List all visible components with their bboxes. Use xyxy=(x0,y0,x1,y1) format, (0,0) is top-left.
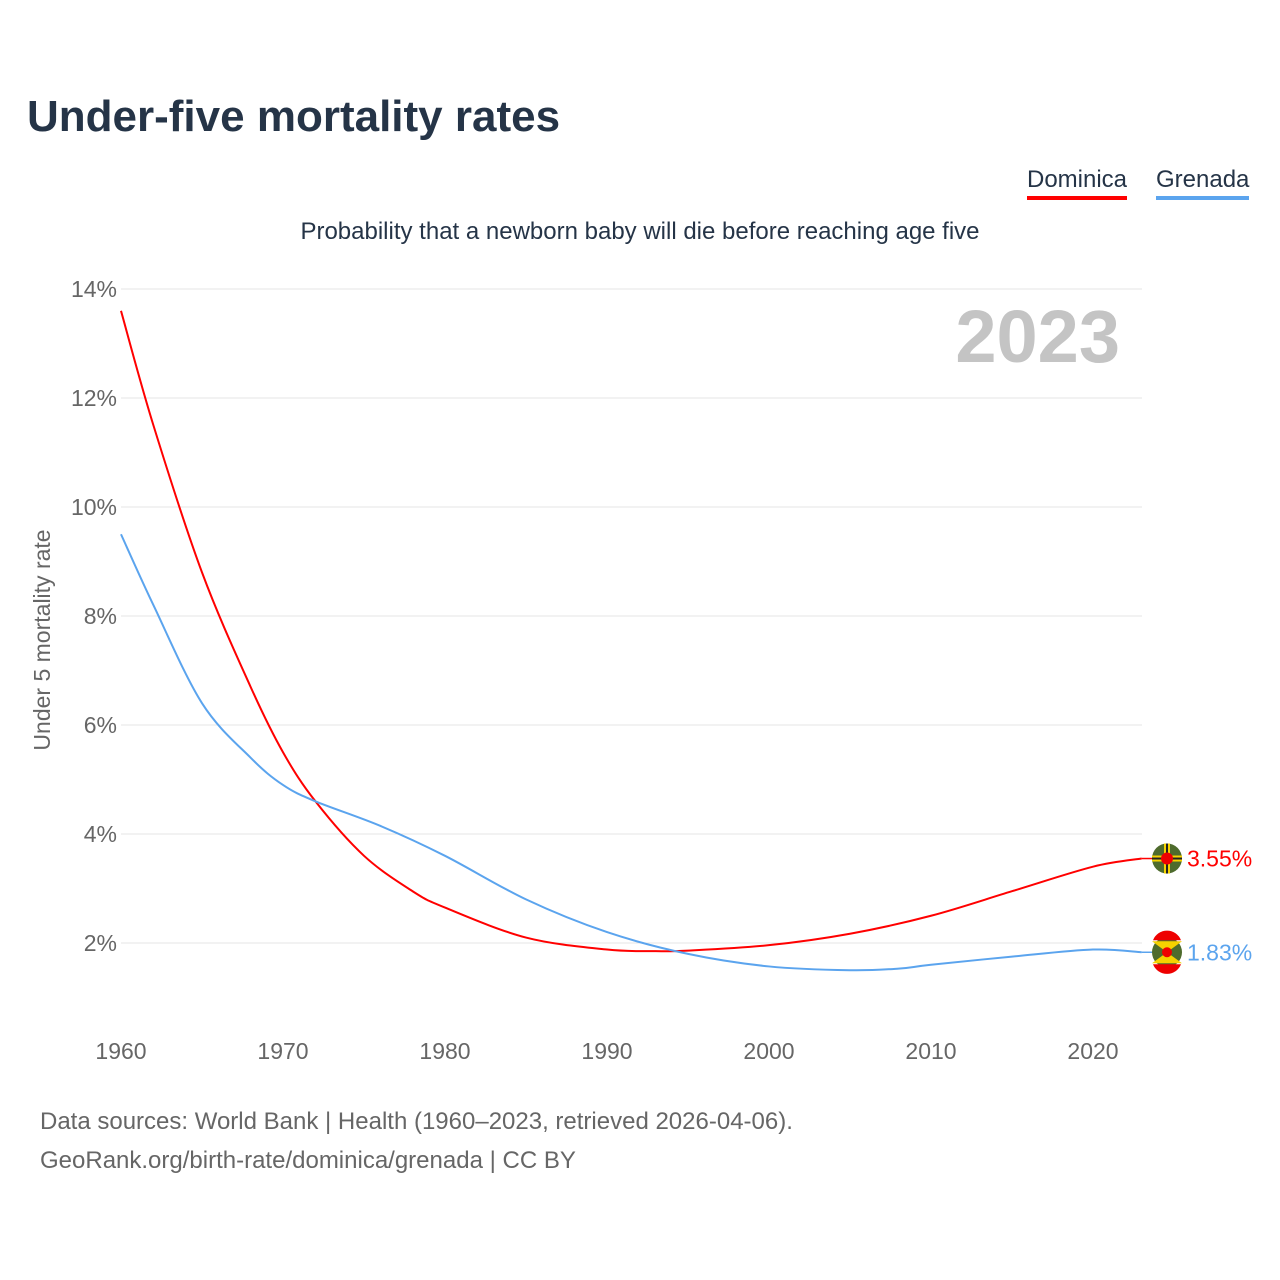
x-tick-label: 1960 xyxy=(95,1038,146,1064)
y-tick-label: 2% xyxy=(84,930,117,956)
x-tick-label: 2000 xyxy=(743,1038,794,1064)
y-tick-label: 10% xyxy=(71,494,117,520)
end-value-label: 1.83% xyxy=(1187,939,1252,965)
source-line-2[interactable]: GeoRank.org/birth-rate/dominica/grenada … xyxy=(40,1147,576,1174)
x-tick-label: 1970 xyxy=(257,1038,308,1064)
y-axis-label: Under 5 mortality rate xyxy=(29,529,55,750)
source-line-1: Data sources: World Bank | Health (1960–… xyxy=(40,1108,793,1135)
x-tick-label: 1990 xyxy=(581,1038,632,1064)
x-tick-label: 2020 xyxy=(1067,1038,1118,1064)
x-tick-label: 2010 xyxy=(905,1038,956,1064)
flag-icon-dominica xyxy=(1152,843,1182,874)
flag-icon-grenada xyxy=(1152,930,1182,974)
series-line-grenada xyxy=(120,533,1142,972)
series-line-dominica xyxy=(120,310,1142,953)
legend-dominica[interactable]: Dominica xyxy=(1027,166,1128,200)
y-tick-label: 12% xyxy=(71,385,117,411)
y-tick-label: 4% xyxy=(84,821,117,847)
legend-grenada[interactable]: Grenada xyxy=(1156,166,1250,200)
y-tick-label: 8% xyxy=(84,603,117,629)
y-tick-label: 14% xyxy=(71,276,117,302)
chart-subtitle: Probability that a newborn baby will die… xyxy=(300,218,980,245)
y-tick-label: 6% xyxy=(84,712,117,738)
end-value-label: 3.55% xyxy=(1187,846,1252,872)
year-watermark: 2023 xyxy=(955,295,1120,378)
chart-title: Under-five mortality rates xyxy=(27,92,561,141)
x-tick-label: 1980 xyxy=(419,1038,470,1064)
